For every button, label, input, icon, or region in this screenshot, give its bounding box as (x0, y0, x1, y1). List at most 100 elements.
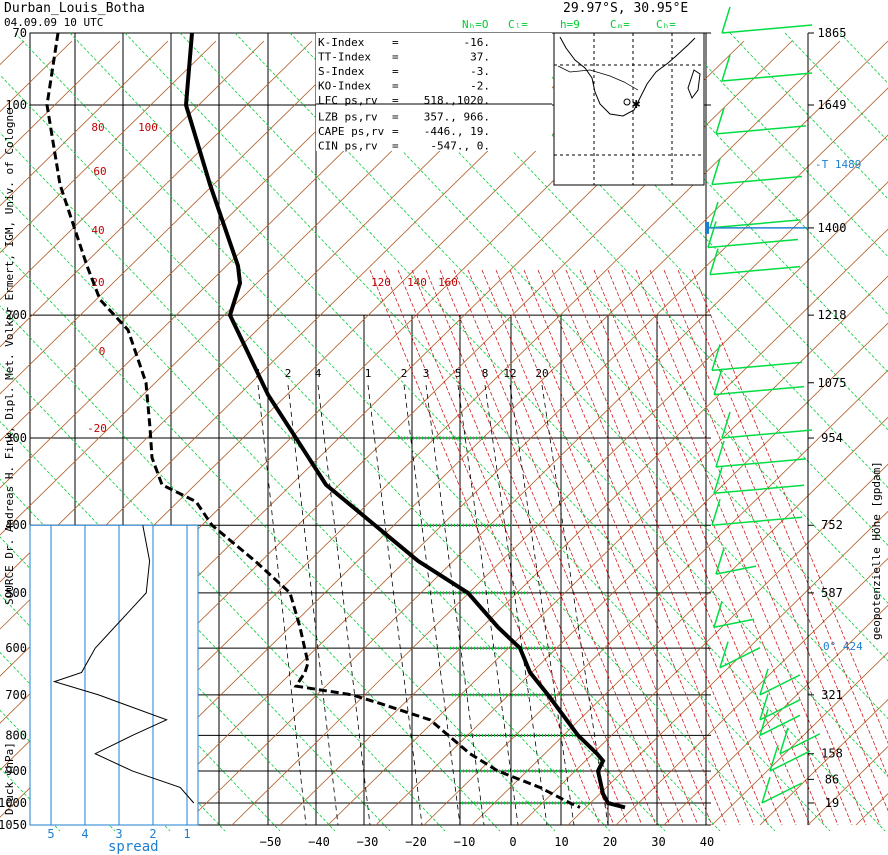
theta-e-line (344, 32, 888, 604)
station-marker-icon: ✱ (632, 96, 641, 112)
spread-tick-label: 2 (149, 827, 156, 841)
dry-adiabat (0, 40, 169, 207)
wind-barb (711, 175, 803, 186)
station-title: Durban_Louis_Botha (4, 1, 145, 16)
theta-e-line (289, 32, 888, 662)
tropopause-label: -T 1489 (815, 158, 861, 171)
index-label: CIN ps,rv (318, 140, 378, 153)
pressure-tick-label: 800 (5, 728, 27, 742)
wind-barb-flag (711, 499, 721, 526)
mixing-ratio-line (287, 384, 339, 826)
theta-e-line (14, 32, 776, 832)
temp-tick-label: 10 (554, 835, 568, 849)
moist-adiabat (691, 269, 888, 744)
dry-adiabat (279, 228, 888, 826)
index-value: 37. (470, 51, 490, 64)
moist-adiabat (537, 269, 769, 826)
height-tick-label: 1075 (818, 376, 847, 390)
moist-adiabat (397, 269, 629, 826)
moist-adiabat (411, 269, 643, 826)
wind-barb (759, 714, 801, 737)
index-eq: = (392, 140, 399, 153)
moist-adiabat (649, 269, 881, 826)
index-eq: = (392, 94, 399, 107)
right-axis-title: geopotenzielle Höhe [gpdam] (870, 461, 883, 640)
dry-adiabat (711, 651, 888, 826)
mixing-ratio-label: 8 (482, 367, 489, 380)
wind-barb (769, 750, 811, 772)
index-value: 518.,1020. (424, 94, 490, 107)
mixing-ratio-line (317, 384, 371, 826)
index-value: -547., 0. (430, 140, 490, 153)
wind-barb (711, 516, 803, 526)
grid-lines (29, 32, 707, 826)
cloud-code-cl: Cₗ= (508, 18, 528, 31)
theta-e-line (0, 363, 446, 832)
wind-barb-flag (759, 693, 769, 721)
spread-tick-label: 5 (47, 827, 54, 841)
dry-adiabat (0, 40, 601, 630)
moist-adiabat (439, 269, 671, 826)
moist-adiabat (551, 269, 783, 826)
temp-tick-label: −20 (405, 835, 427, 849)
wind-barb-flag (761, 776, 771, 804)
source-label: SOURCE Dr. Andreas H. Fink, Dipl. Met. V… (3, 108, 16, 605)
theta-e-lines (0, 32, 888, 832)
dry-adiabat (135, 87, 888, 826)
index-eq: = (392, 65, 399, 78)
theta-e-line (0, 305, 501, 832)
wind-barb-flag (759, 709, 769, 736)
theta-e-line (69, 32, 831, 832)
wind-barb (715, 125, 807, 135)
theta-e-line (234, 32, 888, 720)
pressure-tick-label: 100 (5, 98, 27, 112)
spread-tick-label: 3 (115, 827, 122, 841)
height-tick-label: 1400 (818, 221, 847, 235)
wind-barb-flag (715, 440, 725, 468)
wind-barb-flag (779, 727, 789, 754)
mixing-ratio-line (403, 384, 461, 826)
theta-label: 60 (93, 165, 106, 178)
height-tick-label: 19 (825, 796, 839, 810)
cloud-code-cm: Cₘ= (610, 18, 630, 31)
index-eq: = (392, 80, 399, 93)
temp-tick-label: 0 (509, 835, 516, 849)
dry-adiabat (0, 40, 553, 583)
wind-barb-flag (709, 201, 719, 229)
datetime-label: 04.09.09 10 UTC (4, 16, 103, 29)
axes: 7010020030040050060070080090010001050−50… (0, 26, 846, 849)
dry-adiabat (0, 40, 649, 677)
theta-e-line (729, 32, 888, 200)
moist-adiabat (453, 269, 685, 826)
mixing-ratio-label: 5 (455, 367, 462, 380)
wind-barb-flag (715, 107, 725, 135)
height-tick-label: 1218 (818, 308, 847, 322)
pressure-tick-label: 1000 (0, 796, 27, 810)
wind-barb-flag (707, 221, 717, 248)
theta-e-line (0, 189, 611, 832)
dry-adiabat (231, 181, 888, 826)
mixing-ratio-label: 2 (401, 367, 408, 380)
mixing-ratio-label: 20 (535, 367, 548, 380)
mixing-ratio-label: 4 (315, 367, 322, 380)
index-label: S-Index (318, 65, 365, 78)
temp-tick-label: −30 (357, 835, 379, 849)
mixing-ratio-label: 3 (423, 367, 430, 380)
temp-tick-label: −10 (454, 835, 476, 849)
cloud-code-ch: Cₕ= (656, 18, 676, 31)
wind-barb (761, 782, 803, 804)
moist-adiabat (467, 269, 699, 826)
pressure-tick-label: 300 (5, 431, 27, 445)
theta-e-line (0, 132, 666, 832)
wind-barb-flag (711, 158, 721, 185)
mixing-ratio-lines: 1 2 4 1 2 3 5 8 12 20 (255, 367, 609, 826)
moist-adiabat (509, 269, 741, 826)
height-tick-label: 954 (821, 431, 843, 445)
theta-e-line (124, 32, 886, 832)
africa-coastline (559, 36, 696, 117)
pressure-tick-label: 400 (5, 518, 27, 532)
index-eq: = (392, 111, 399, 124)
pressure-tick-label: 900 (5, 764, 27, 778)
